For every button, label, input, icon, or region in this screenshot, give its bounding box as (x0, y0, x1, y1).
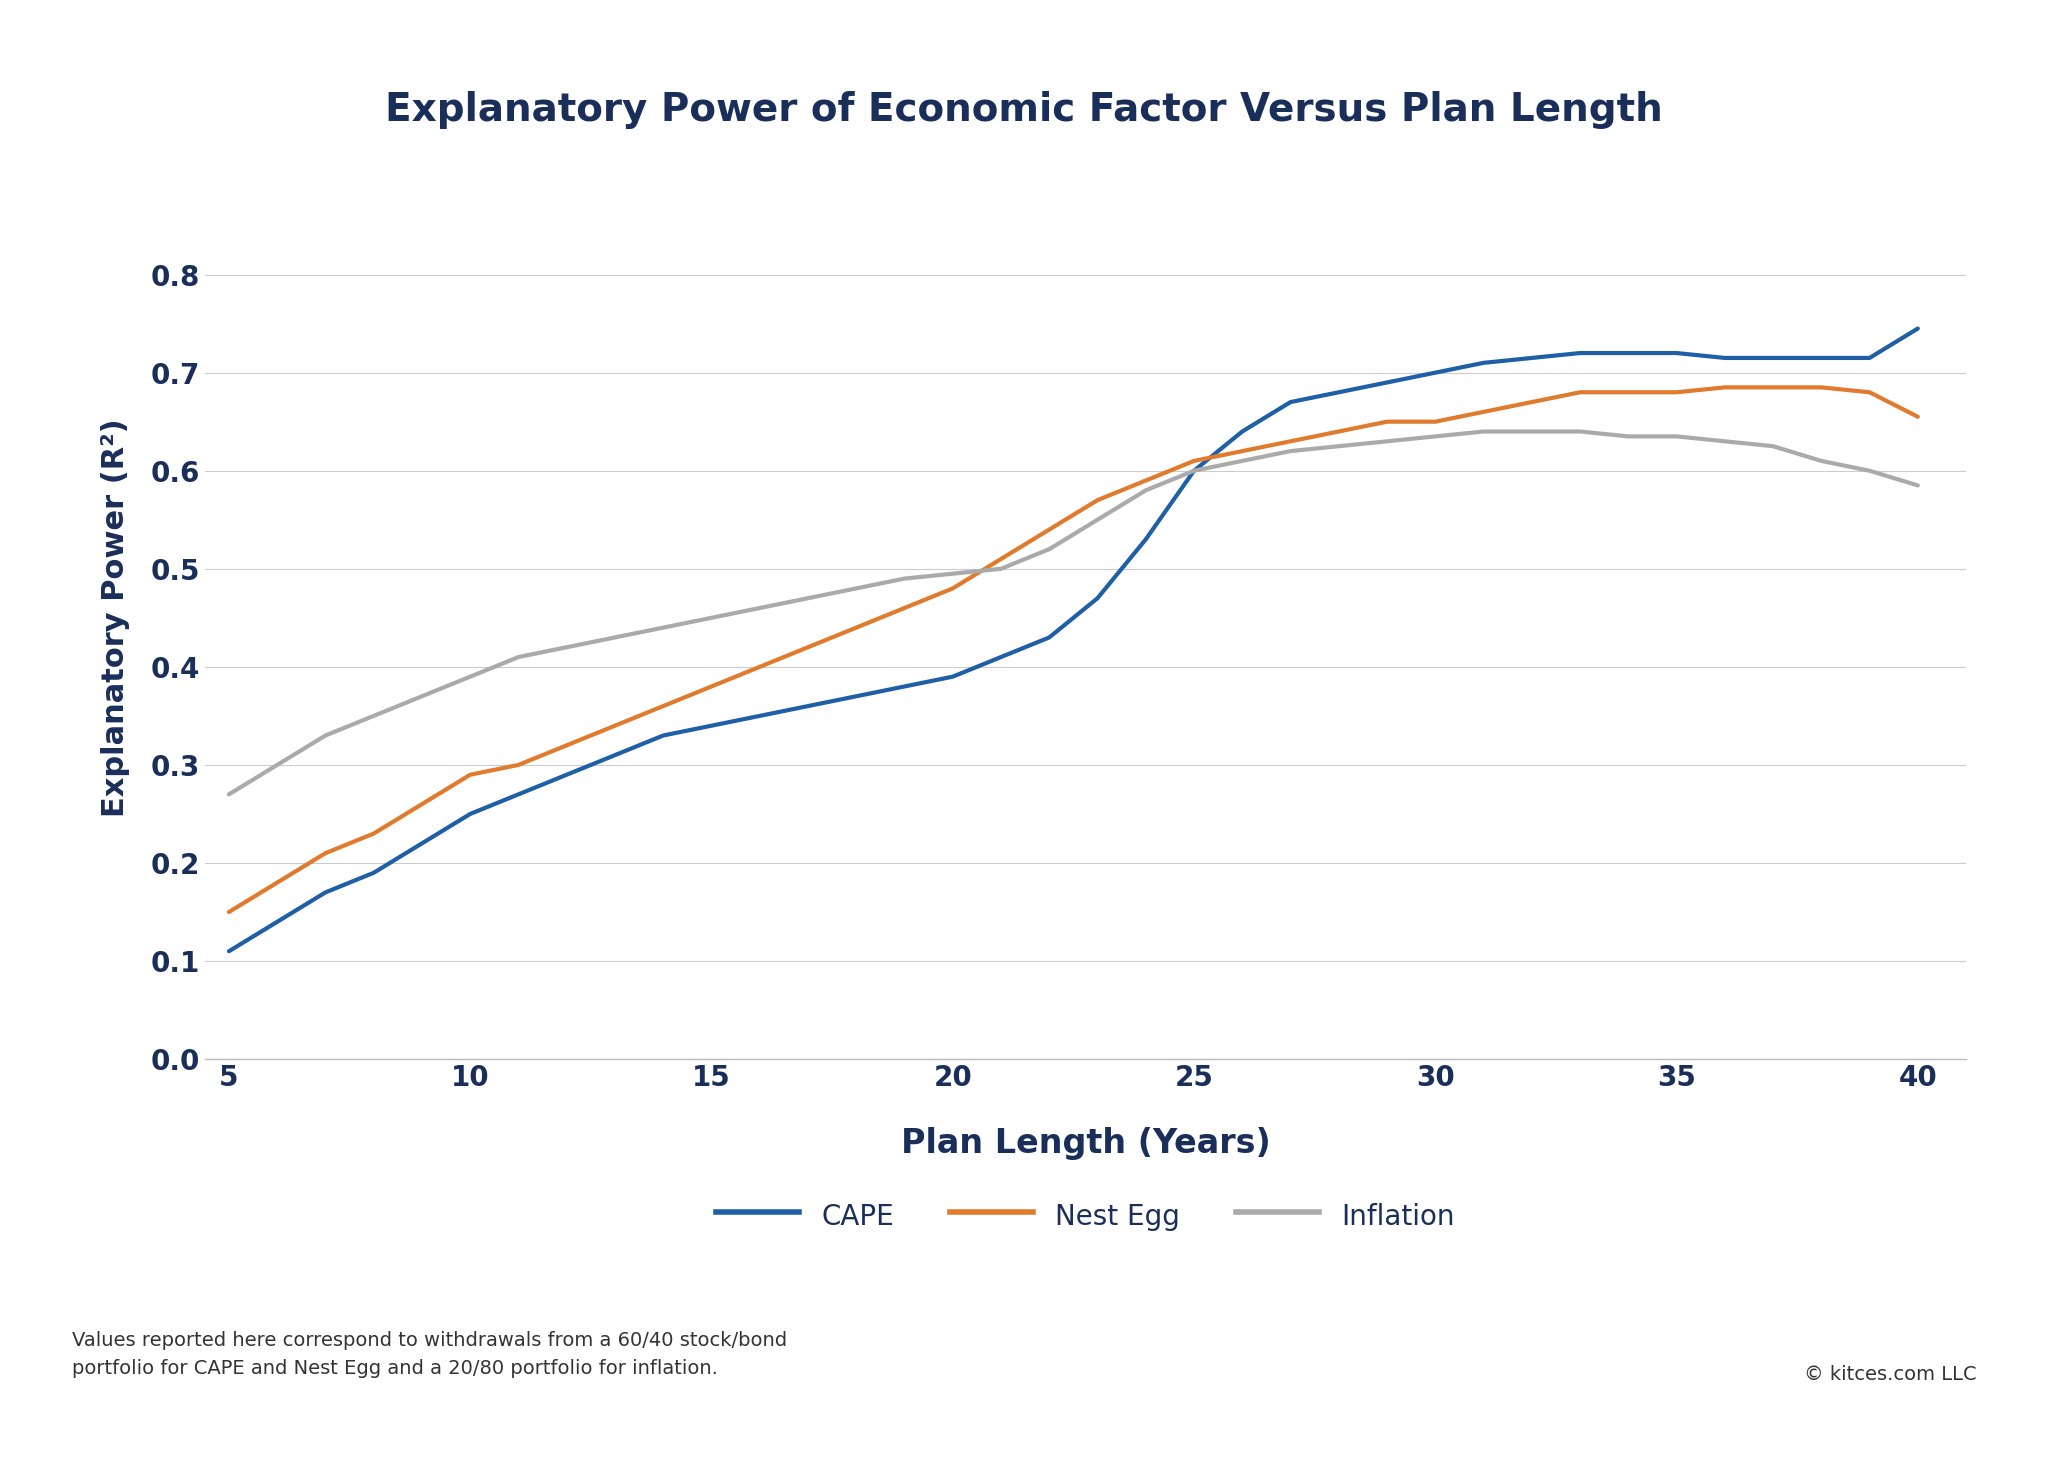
Text: Explanatory Power of Economic Factor Versus Plan Length: Explanatory Power of Economic Factor Ver… (385, 91, 1663, 129)
Text: © kitces.com LLC: © kitces.com LLC (1804, 1365, 1976, 1384)
X-axis label: Plan Length (Years): Plan Length (Years) (901, 1127, 1270, 1159)
Legend: CAPE, Nest Egg, Inflation: CAPE, Nest Egg, Inflation (705, 1187, 1466, 1244)
Text: Values reported here correspond to withdrawals from a 60/40 stock/bond
portfolio: Values reported here correspond to withd… (72, 1331, 786, 1378)
Y-axis label: Explanatory Power (R²): Explanatory Power (R²) (100, 419, 129, 816)
